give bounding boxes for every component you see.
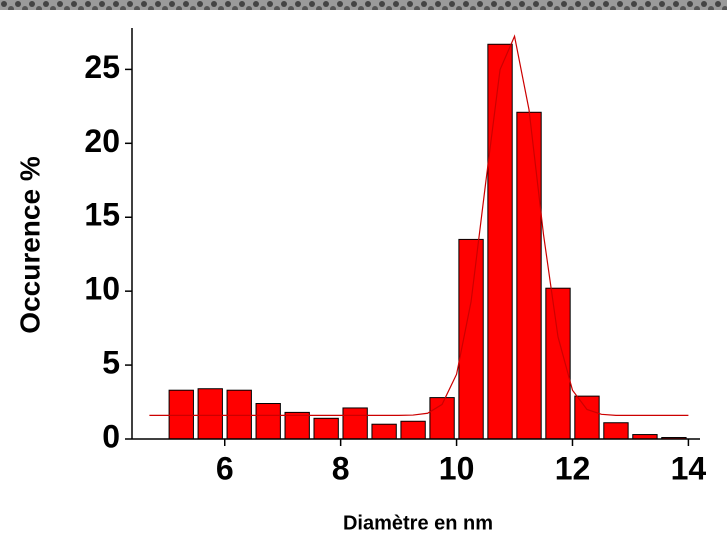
bar: [371, 423, 397, 440]
bar: [284, 411, 310, 440]
bar: [168, 389, 194, 440]
bar: [603, 422, 629, 440]
bar: [574, 395, 600, 440]
x-tick-label: 12: [555, 450, 591, 486]
y-tick-label: 20: [84, 123, 120, 159]
y-axis-label: Occurence %: [14, 156, 45, 334]
y-tick-label: 15: [84, 197, 120, 233]
fit-curve: [149, 34, 689, 416]
y-tick-label: 10: [84, 271, 120, 307]
y-tick-label: 25: [84, 49, 120, 85]
x-tick-label: 6: [216, 450, 234, 486]
x-tick-label: 10: [439, 450, 475, 486]
bar: [226, 389, 252, 440]
bar: [458, 238, 484, 440]
bar: [545, 287, 571, 440]
bar: [313, 417, 339, 440]
bar: [487, 43, 513, 440]
bar: [197, 388, 223, 440]
tem-image-strip: [0, 0, 727, 10]
y-tick-label: 5: [102, 345, 120, 381]
x-tick-label: 8: [332, 450, 350, 486]
y-tick-label: 0: [102, 418, 120, 454]
x-tick-label: 14: [671, 450, 707, 486]
bar: [342, 407, 368, 440]
bar: [516, 111, 542, 440]
x-axis-label: Diamètre en nm: [343, 512, 493, 534]
bar: [400, 420, 426, 440]
bar: [255, 403, 281, 440]
